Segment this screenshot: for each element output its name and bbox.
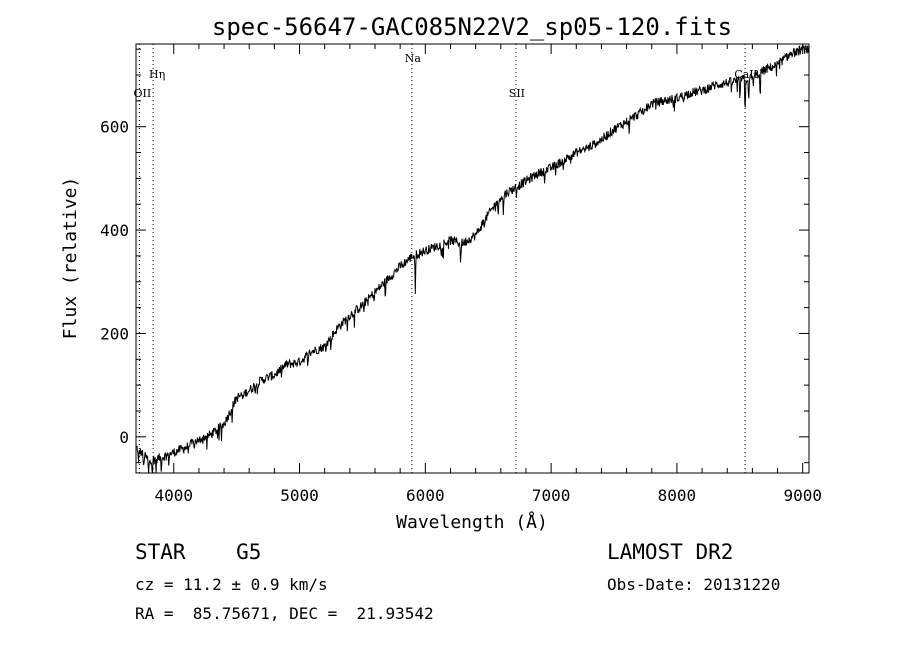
y-tick-label: 200 — [100, 324, 129, 343]
x-tick-label: 9000 — [783, 486, 822, 505]
survey-name: LAMOST DR2 — [607, 540, 734, 564]
x-axis-ticks: 4000 5000 6000 7000 8000 9000 — [154, 44, 822, 505]
sky-coordinates: RA = 85.75671, DEC = 21.93542 — [135, 604, 434, 623]
object-class: STAR G5 — [135, 540, 262, 564]
y-tick-label: 0 — [119, 428, 129, 447]
y-tick-label: 600 — [100, 118, 129, 137]
line-label-3: SII — [509, 87, 525, 100]
line-label-1: Hη — [149, 68, 165, 81]
redshift-value: cz = 11.2 ± 0.9 km/s — [135, 575, 328, 594]
y-axis-ticks: 0 200 400 600 — [100, 48, 809, 464]
y-tick-label: 400 — [100, 221, 129, 240]
observation-date: Obs-Date: 20131220 — [607, 575, 781, 594]
line-label-2: Na — [405, 52, 422, 65]
flux-series-line — [135, 44, 810, 474]
plot-frame — [135, 43, 810, 474]
x-tick-label: 8000 — [658, 486, 697, 505]
x-tick-label: 4000 — [154, 486, 193, 505]
x-tick-label: 6000 — [406, 486, 445, 505]
y-axis-label: Flux (relative) — [60, 177, 81, 340]
chart-title: spec-56647-GAC085N22V2_sp05-120.fits — [212, 13, 732, 41]
x-tick-label: 7000 — [532, 486, 571, 505]
x-tick-label: 5000 — [280, 486, 319, 505]
x-axis-label: Wavelength (Å) — [396, 511, 548, 533]
line-label-0: OII — [134, 87, 152, 100]
